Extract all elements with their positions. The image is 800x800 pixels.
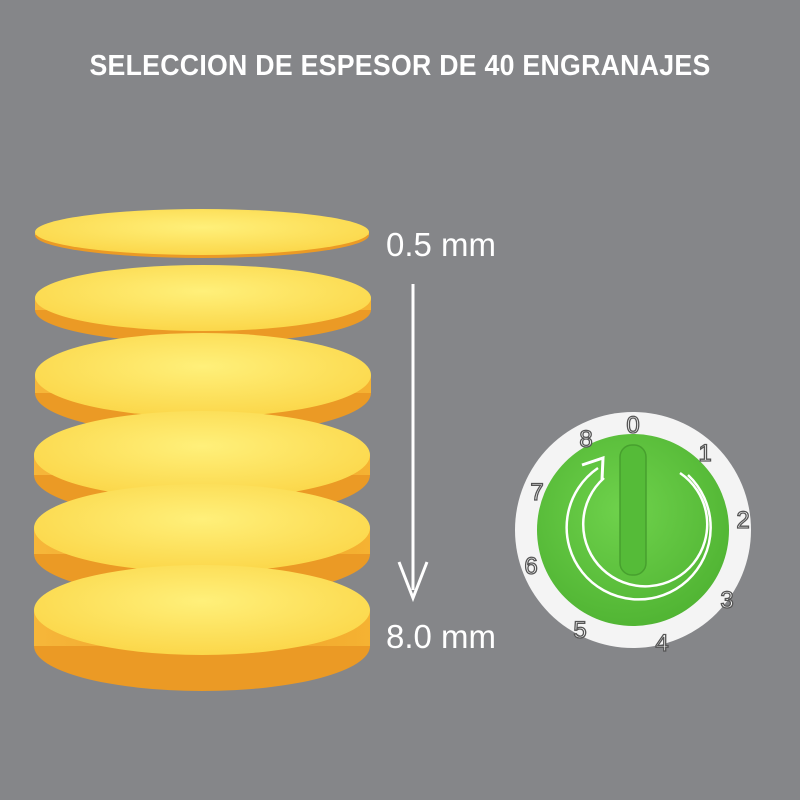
thickness-dial[interactable]: 0 1 2 3 4 5 6 7 8 xyxy=(515,411,751,658)
dial-number: 6 xyxy=(524,553,537,580)
page-title: SELECCION DE ESPESOR DE 40 ENGRANAJES xyxy=(89,50,711,82)
rotate-clockwise-arrow-icon xyxy=(565,455,712,601)
potato-slice xyxy=(35,333,371,435)
dial-number: 7 xyxy=(530,479,543,506)
potato-slices xyxy=(34,209,371,691)
dial-number: 1 xyxy=(698,440,711,467)
thickness-arrow xyxy=(397,284,429,603)
potato-slice xyxy=(34,565,370,691)
dial-number: 0 xyxy=(626,412,639,439)
min-thickness-label: 0.5 mm xyxy=(386,226,497,263)
max-thickness-label: 8.0 mm xyxy=(386,618,497,655)
dial-number: 8 xyxy=(579,426,592,453)
dial-number: 5 xyxy=(573,617,586,644)
dial-number: 2 xyxy=(736,507,749,534)
dial-number: 4 xyxy=(655,630,668,657)
dial-handle xyxy=(619,444,647,576)
dial-number: 3 xyxy=(720,587,733,614)
potato-slice xyxy=(35,209,369,258)
potato-slice xyxy=(35,265,371,343)
